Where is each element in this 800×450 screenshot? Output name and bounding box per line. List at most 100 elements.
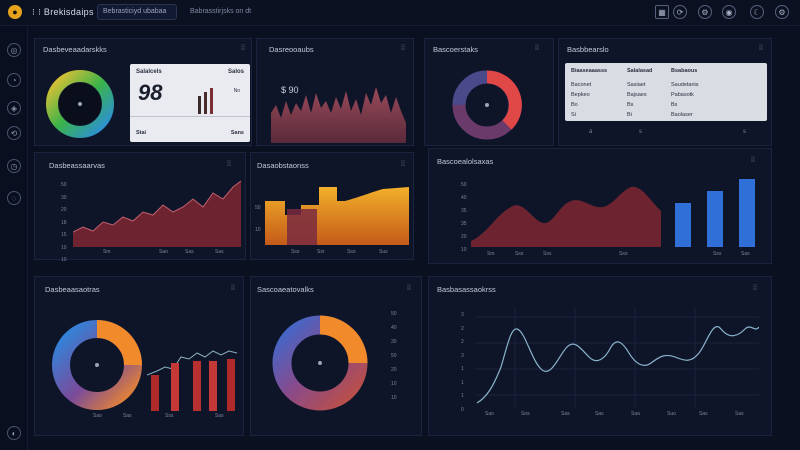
y-tick: 50 (391, 353, 397, 359)
account-icon[interactable]: ◐ (7, 426, 21, 440)
x-tick: Sos (521, 411, 530, 417)
x-tick: Sao (485, 411, 494, 417)
y-tick: 1 (461, 366, 464, 372)
table-row[interactable]: Baconet Sasiaet Saudetanis (565, 79, 767, 91)
panel-title: Basbbearslo (567, 45, 609, 54)
y-tick: 10 (255, 227, 261, 233)
y-tick: 20 (391, 367, 397, 373)
panel-table: Basbbearslo ⁞⁞ Biaaseaaasss Salalasad Bs… (558, 38, 772, 146)
card-header-right: Salos (227, 69, 244, 75)
donut-chart (46, 70, 114, 138)
card-footer-right: Sans (230, 130, 244, 136)
y-tick: 10 (391, 381, 397, 387)
x-tick: Sas (735, 411, 744, 417)
more-icon[interactable]: ⁞⁞ (407, 285, 411, 292)
y-axis: 3 2 2 3 1 1 1 0 (461, 309, 464, 417)
x-tick: Sus (379, 249, 388, 255)
card-header-left: Salalcels (136, 69, 162, 75)
clock-icon[interactable]: ◷ (7, 159, 21, 173)
layers-icon[interactable]: ◈ (7, 101, 21, 115)
y-tick: 50 (461, 182, 467, 188)
y-tick: 3 (461, 352, 464, 359)
search-input[interactable]: Bebrasticiyd ubabaa (97, 4, 177, 20)
more-icon[interactable]: ⁞⁞ (401, 45, 405, 52)
table-row[interactable]: Si Bi Baolaser (565, 109, 767, 121)
table-footer: a (589, 129, 593, 135)
panel-title: Bascoealolsaxas (437, 157, 494, 166)
mini-bar (198, 96, 201, 114)
x-tick: Sao (159, 249, 168, 255)
column-header[interactable]: Bsabaous (671, 68, 698, 74)
table-cell: Si (571, 112, 576, 118)
donut-chart (52, 320, 142, 410)
more-icon[interactable]: ⁞⁞ (753, 285, 757, 292)
y-tick: 2 (461, 325, 464, 332)
bar (227, 359, 235, 411)
table-cell: Sasiaet (627, 82, 646, 88)
table-cell: Bo (571, 102, 578, 108)
refresh-icon[interactable]: ⟲ (7, 126, 21, 140)
bar (675, 203, 691, 247)
column-header[interactable]: Salalasad (627, 68, 653, 74)
donut-dot (318, 361, 322, 365)
table-row[interactable]: Bepkeo Bajsaes Pabasotk (565, 89, 767, 101)
moon-icon[interactable]: ☾ (750, 5, 764, 19)
more-icon[interactable]: ⁞⁞ (227, 161, 231, 168)
table-cell: Saudetanis (671, 82, 699, 88)
x-tick: Sm (487, 251, 495, 257)
x-tick: Sas (123, 413, 132, 419)
donut-segment (486, 70, 522, 130)
gear-icon[interactable]: ⚙ (775, 5, 789, 19)
panel-title: Sascoaeatovalks (257, 285, 314, 294)
more-icon[interactable]: ⁞⁞ (231, 285, 235, 292)
summary-card: Salalcels Salos 98 No Stai Sans (130, 64, 250, 142)
x-tick: Sao (93, 413, 102, 419)
home-icon[interactable]: ◎ (7, 43, 21, 57)
panel-title: Bascoerstaks (433, 45, 479, 54)
chart-icon[interactable]: ◔ (7, 73, 21, 87)
x-tick: Sas (215, 249, 224, 255)
user-icon[interactable]: ◉ (722, 5, 736, 19)
more-icon[interactable]: ⁞⁞ (759, 45, 763, 52)
more-icon[interactable]: ⁞⁞ (401, 161, 405, 168)
table-header: Biaaseaaasss Salalasad Bsabaous (565, 65, 767, 77)
help-icon[interactable]: ◌ (7, 191, 21, 205)
refresh-icon[interactable]: ⟳ (673, 5, 687, 19)
x-tick: Sss (515, 251, 524, 257)
x-tick: Sas (561, 411, 570, 417)
more-icon[interactable]: ⁞⁞ (241, 45, 245, 52)
card-divider (130, 116, 250, 117)
y-tick: 10 (391, 395, 397, 401)
table-row[interactable]: Bo Bs Bs (565, 99, 767, 111)
bar-line-chart (147, 350, 238, 411)
column-header[interactable]: Biaaseaaasss (571, 68, 608, 74)
y-tick: 50 (255, 205, 261, 211)
panel-timeline: Basbasassaokrss ⁞⁞ 3 2 2 3 1 1 1 0 Sao S… (428, 276, 772, 436)
panel-title: Dasaobstaonss (257, 161, 309, 170)
grid-icon[interactable]: ▦ (655, 5, 669, 19)
line-chart (475, 307, 759, 407)
area-series (73, 181, 241, 247)
x-tick: Saa (631, 411, 640, 417)
y-tick: 15 (61, 232, 67, 238)
table-cell: Baolaser (671, 112, 693, 118)
panel-trend: Dasbeassaarvas ⁞⁞ 50 30 20 18 15 10 10 S… (34, 152, 246, 263)
more-icon[interactable]: ⁞⁞ (751, 157, 755, 164)
x-tick: Sas (741, 251, 750, 257)
more-icon[interactable]: ⁞⁞ (535, 45, 539, 52)
donut-ring (46, 70, 114, 138)
card-footer-left: Stai (136, 130, 147, 136)
y-tick: 30 (391, 339, 397, 345)
panel-title: Dasbeassaarvas (49, 161, 105, 170)
mini-bar (210, 88, 213, 114)
breadcrumb: Babrasstirjsks on dt (190, 8, 252, 15)
donut-segment (319, 315, 368, 364)
y-tick: 1 (461, 393, 464, 399)
x-tick: Sm (103, 249, 111, 255)
x-tick: Ssr (317, 249, 325, 255)
app-logo[interactable]: ● (8, 5, 22, 19)
table-footer: s (743, 129, 746, 135)
sidebar: ◎ ◔ ◈ ⟲ ◷ ◌ ◐ (0, 26, 28, 450)
x-tick: Sss (713, 251, 722, 257)
settings-icon[interactable]: ⚙ (698, 5, 712, 19)
